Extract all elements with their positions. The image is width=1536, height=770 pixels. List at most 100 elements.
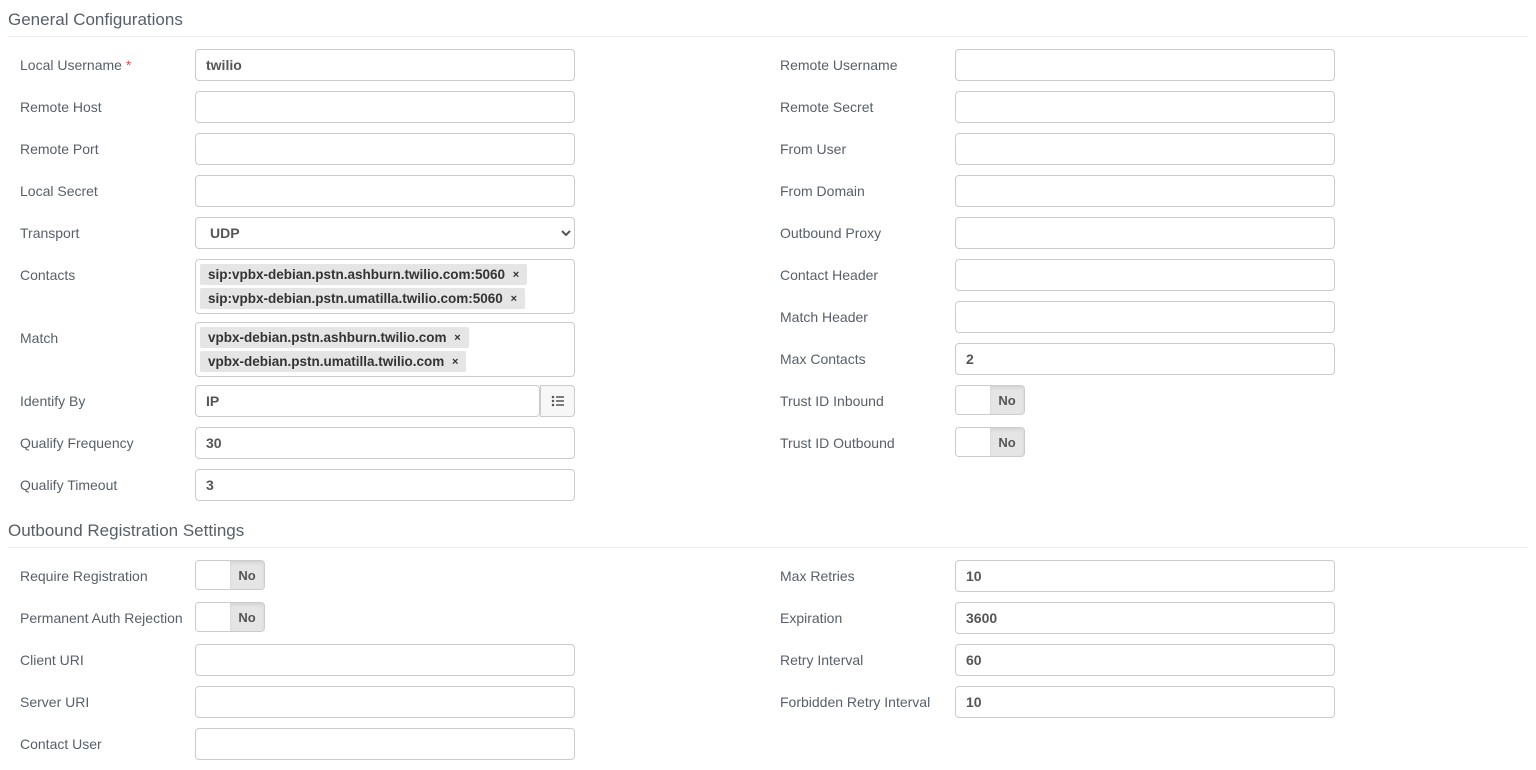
label-max-retries: Max Retries — [780, 560, 955, 584]
field-from-user: From User — [780, 133, 1516, 167]
label-contacts: Contacts — [20, 259, 195, 283]
toggle-trust-id-outbound[interactable]: No — [955, 427, 1025, 457]
field-retry-interval: Retry Interval — [780, 644, 1516, 678]
label-server-uri: Server URI — [20, 686, 195, 710]
field-trust-id-inbound: Trust ID Inbound No — [780, 385, 1516, 419]
tagbox-match[interactable]: vpbx-debian.pstn.ashburn.twilio.com × vpb… — [195, 322, 575, 377]
field-server-uri: Server URI — [20, 686, 756, 720]
input-local-secret[interactable] — [195, 175, 575, 207]
field-remote-secret: Remote Secret — [780, 91, 1516, 125]
field-trust-id-outbound: Trust ID Outbound No — [780, 427, 1516, 461]
field-match-header: Match Header — [780, 301, 1516, 335]
label-match-header: Match Header — [780, 301, 955, 325]
field-max-retries: Max Retries — [780, 560, 1516, 594]
field-contacts: Contacts sip:vpbx-debian.pstn.ashburn.tw… — [20, 259, 756, 314]
label-max-contacts: Max Contacts — [780, 343, 955, 367]
tag-item[interactable]: vpbx-debian.pstn.ashburn.twilio.com × — [200, 327, 469, 348]
field-local-secret: Local Secret — [20, 175, 756, 209]
input-outbound-proxy[interactable] — [955, 217, 1335, 249]
label-trust-id-inbound: Trust ID Inbound — [780, 385, 955, 409]
input-remote-username[interactable] — [955, 49, 1335, 81]
label-expiration: Expiration — [780, 602, 955, 626]
label-client-uri: Client URI — [20, 644, 195, 668]
tag-item[interactable]: sip:vpbx-debian.pstn.ashburn.twilio.com:… — [200, 264, 527, 285]
toggle-no: No — [230, 603, 264, 631]
tag-item[interactable]: vpbx-debian.pstn.umatilla.twilio.com × — [200, 351, 466, 372]
input-server-uri[interactable] — [195, 686, 575, 718]
label-local-username: Local Username * — [20, 49, 195, 73]
tag-remove-icon[interactable]: × — [452, 356, 458, 368]
input-client-uri[interactable] — [195, 644, 575, 676]
general-columns: Local Username * Remote Host Remote Port… — [8, 49, 1528, 511]
input-from-user[interactable] — [955, 133, 1335, 165]
field-permanent-auth-rejection: Permanent Auth Rejection No — [20, 602, 756, 636]
outbound-columns: Require Registration No Permanent Auth R… — [8, 560, 1528, 770]
label-contact-user: Contact User — [20, 728, 195, 752]
field-contact-header: Contact Header — [780, 259, 1516, 293]
tag-remove-icon[interactable]: × — [511, 293, 517, 305]
tag-remove-icon[interactable]: × — [454, 332, 460, 344]
label-remote-username: Remote Username — [780, 49, 955, 73]
select-transport[interactable]: UDP — [195, 217, 575, 249]
label-remote-secret: Remote Secret — [780, 91, 955, 115]
toggle-blank — [196, 561, 230, 589]
input-from-domain[interactable] — [955, 175, 1335, 207]
label-require-registration: Require Registration — [20, 560, 195, 584]
input-max-contacts[interactable] — [955, 343, 1335, 375]
input-remote-secret[interactable] — [955, 91, 1335, 123]
field-qualify-frequency: Qualify Frequency — [20, 427, 756, 461]
label-retry-interval: Retry Interval — [780, 644, 955, 668]
field-transport: Transport UDP — [20, 217, 756, 251]
input-remote-host[interactable] — [195, 91, 575, 123]
field-client-uri: Client URI — [20, 644, 756, 678]
general-col-right: Remote Username Remote Secret From User … — [768, 49, 1528, 511]
label-qualify-timeout: Qualify Timeout — [20, 469, 195, 493]
input-match-header[interactable] — [955, 301, 1335, 333]
field-local-username: Local Username * — [20, 49, 756, 83]
label-transport: Transport — [20, 217, 195, 241]
label-match: Match — [20, 322, 195, 346]
toggle-trust-id-inbound[interactable]: No — [955, 385, 1025, 415]
field-remote-username: Remote Username — [780, 49, 1516, 83]
field-outbound-proxy: Outbound Proxy — [780, 217, 1516, 251]
input-max-retries[interactable] — [955, 560, 1335, 592]
label-trust-id-outbound: Trust ID Outbound — [780, 427, 955, 451]
toggle-no: No — [990, 386, 1024, 414]
input-contact-header[interactable] — [955, 259, 1335, 291]
field-qualify-timeout: Qualify Timeout — [20, 469, 756, 503]
input-forbidden-retry-interval[interactable] — [955, 686, 1335, 718]
toggle-blank — [956, 428, 990, 456]
outbound-col-left: Require Registration No Permanent Auth R… — [8, 560, 768, 770]
input-retry-interval[interactable] — [955, 644, 1335, 676]
tag-item[interactable]: sip:vpbx-debian.pstn.umatilla.twilio.com… — [200, 288, 525, 309]
input-contact-user[interactable] — [195, 728, 575, 760]
label-forbidden-retry-interval: Forbidden Retry Interval — [780, 686, 955, 710]
required-marker: * — [126, 57, 131, 73]
input-identify-by[interactable] — [195, 385, 540, 417]
outbound-col-right: Max Retries Expiration Retry Interval Fo… — [768, 560, 1528, 770]
field-require-registration: Require Registration No — [20, 560, 756, 594]
tagbox-contacts[interactable]: sip:vpbx-debian.pstn.ashburn.twilio.com:… — [195, 259, 575, 314]
field-expiration: Expiration — [780, 602, 1516, 636]
input-remote-port[interactable] — [195, 133, 575, 165]
field-max-contacts: Max Contacts — [780, 343, 1516, 377]
label-permanent-auth-rejection: Permanent Auth Rejection — [20, 602, 195, 626]
label-from-domain: From Domain — [780, 175, 955, 199]
label-identify-by: Identify By — [20, 385, 195, 409]
tag-remove-icon[interactable]: × — [513, 269, 519, 281]
toggle-permanent-auth-rejection[interactable]: No — [195, 602, 265, 632]
toggle-require-registration[interactable]: No — [195, 560, 265, 590]
list-icon — [550, 393, 566, 409]
field-contact-user: Contact User — [20, 728, 756, 762]
list-picker-button[interactable] — [540, 385, 575, 417]
label-contact-header: Contact Header — [780, 259, 955, 283]
label-local-secret: Local Secret — [20, 175, 195, 199]
input-expiration[interactable] — [955, 602, 1335, 634]
field-remote-host: Remote Host — [20, 91, 756, 125]
field-match: Match vpbx-debian.pstn.ashburn.twilio.co… — [20, 322, 756, 377]
input-qualify-frequency[interactable] — [195, 427, 575, 459]
input-local-username[interactable] — [195, 49, 575, 81]
label-remote-port: Remote Port — [20, 133, 195, 157]
input-qualify-timeout[interactable] — [195, 469, 575, 501]
label-outbound-proxy: Outbound Proxy — [780, 217, 955, 241]
